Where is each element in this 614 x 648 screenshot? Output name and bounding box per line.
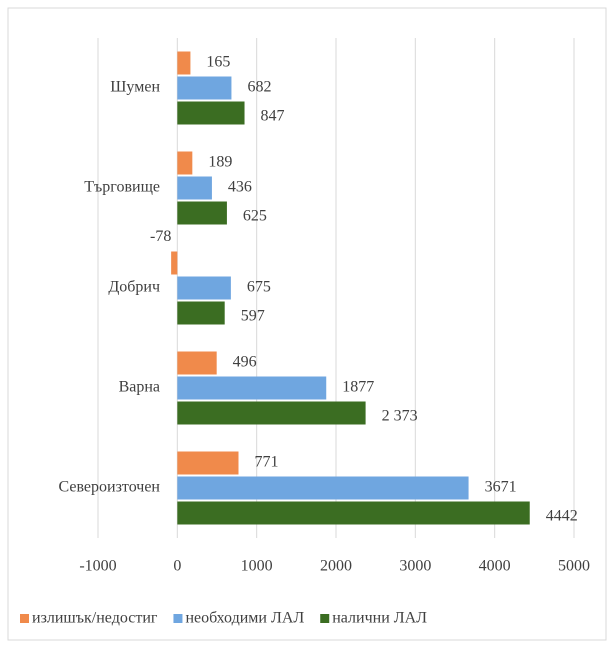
value-label: 189 <box>208 154 232 171</box>
value-label: 1877 <box>342 379 374 396</box>
x-tick-label: 2000 <box>320 558 352 575</box>
y-tick-label: Търговище <box>84 179 160 196</box>
legend-swatch <box>173 614 183 623</box>
y-tick-label: Шумен <box>110 79 160 96</box>
value-label: 675 <box>247 279 271 296</box>
value-label: 847 <box>261 108 285 125</box>
value-label: 4442 <box>546 508 578 525</box>
x-tick-label: 3000 <box>399 558 431 575</box>
x-tick-label: 1000 <box>241 558 273 575</box>
bar <box>177 501 530 525</box>
bar <box>177 51 191 75</box>
x-tick-label: 4000 <box>479 558 511 575</box>
value-label: 771 <box>254 454 278 471</box>
x-tick-label: -1000 <box>79 558 116 575</box>
bar <box>177 351 217 375</box>
value-label: 3671 <box>485 479 517 496</box>
bar <box>177 476 469 500</box>
y-tick-label: Североизточен <box>59 479 161 496</box>
value-label: 436 <box>228 179 252 196</box>
bar <box>177 76 232 100</box>
chart-border <box>7 7 607 641</box>
x-tick-label: 5000 <box>558 558 590 575</box>
value-label: 165 <box>206 54 230 71</box>
bar <box>177 276 231 300</box>
bar <box>171 251 178 275</box>
bar <box>177 151 193 175</box>
value-label: -78 <box>150 228 171 245</box>
value-label: 496 <box>233 354 257 371</box>
legend-label: излишък/недостиг <box>32 610 158 627</box>
value-label: 682 <box>247 79 271 96</box>
legend-swatch <box>20 614 29 623</box>
bar <box>177 101 245 125</box>
legend-label: необходими ЛАЛ <box>185 610 304 627</box>
legend-label: налични ЛАЛ <box>332 610 427 627</box>
value-label: 597 <box>241 308 265 325</box>
bar <box>177 451 239 475</box>
x-tick-label: 0 <box>173 558 181 575</box>
bar <box>177 376 327 400</box>
bar <box>177 176 212 200</box>
value-label: 625 <box>243 208 267 225</box>
y-tick-label: Добрич <box>108 279 160 296</box>
legend-swatch <box>320 614 330 623</box>
y-tick-label: Варна <box>119 379 160 396</box>
bar <box>177 201 227 225</box>
bar <box>177 401 366 425</box>
bar <box>177 301 225 325</box>
value-label: 2 373 <box>382 408 418 425</box>
